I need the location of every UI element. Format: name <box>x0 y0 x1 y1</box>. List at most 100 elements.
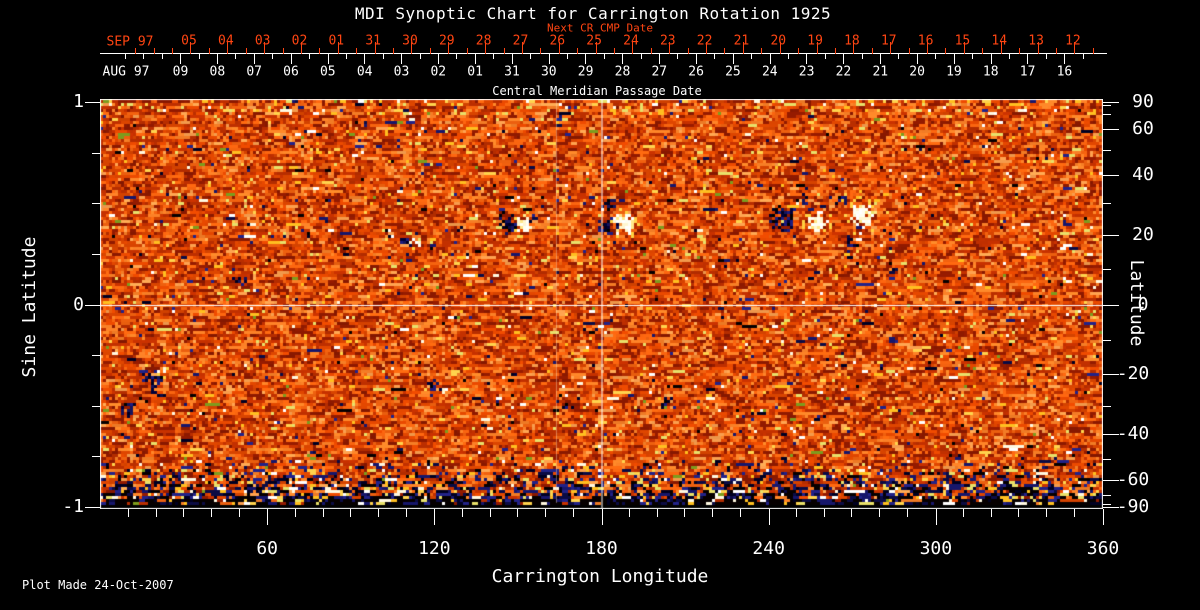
next-cr-date-tick <box>816 42 818 54</box>
cmp-date-tick <box>806 54 808 64</box>
latitude-tick-label: 60 <box>1132 118 1154 140</box>
next-cr-date-tick <box>540 48 542 54</box>
cmp-date-tick <box>1082 54 1084 59</box>
next-cr-date-tick <box>521 42 523 54</box>
longitude-minor-tick <box>1074 509 1076 517</box>
cmp-date-label: 06 <box>283 64 299 80</box>
sine-latitude-minor-tick <box>92 456 100 458</box>
next-cr-date-tick <box>853 42 855 54</box>
cmp-date-label: 09 <box>172 64 189 80</box>
cmp-date-label: 19 <box>946 64 962 80</box>
cmp-date-tick <box>143 54 145 59</box>
cmp-date-tick <box>714 54 716 59</box>
cmp-date-label: 26 <box>688 64 704 80</box>
next-cr-date-label: 21 <box>733 33 750 49</box>
sine-latitude-tick-label: 0 <box>73 293 84 315</box>
next-cr-date-tick <box>963 42 965 54</box>
longitude-minor-tick <box>127 509 129 517</box>
next-cr-date-tick <box>485 42 487 54</box>
latitude-tick-label: 90 <box>1132 91 1154 113</box>
longitude-minor-tick <box>712 509 714 517</box>
next-cr-date-tick <box>1092 48 1094 54</box>
next-cr-date-label: 29 <box>438 33 455 49</box>
sine-latitude-minor-tick <box>92 152 100 154</box>
x-axis-title: Carrington Longitude <box>491 566 709 587</box>
longitude-minor-tick <box>879 509 881 517</box>
cmp-date-tick <box>824 54 826 59</box>
next-cr-date-tick <box>558 42 560 54</box>
longitude-minor-tick <box>851 509 853 517</box>
next-cr-date-tick <box>669 42 671 54</box>
next-cr-date-tick <box>1055 48 1057 54</box>
latitude-tick-label: 40 <box>1132 163 1154 185</box>
longitude-minor-tick <box>211 509 213 517</box>
next-cr-date-tick <box>945 48 947 54</box>
cmp-date-label: 30 <box>540 64 557 80</box>
next-cr-date-tick <box>577 48 579 54</box>
cmp-date-label: 07 <box>246 64 262 80</box>
cmp-date-tick <box>438 54 440 64</box>
cmp-date-tick <box>309 54 311 59</box>
cmp-date-tick <box>474 54 476 64</box>
cmp-date-tick <box>640 54 642 59</box>
longitude-minor-tick <box>656 509 658 517</box>
cmp-date-tick <box>916 54 918 64</box>
longitude-tick-label: 120 <box>418 538 451 559</box>
latitude-tick-label: -20 <box>1116 362 1150 384</box>
sine-latitude-minor-tick <box>92 253 100 255</box>
latitude-minor-tick <box>1103 405 1111 407</box>
cmp-date-tick <box>1064 54 1066 64</box>
next-cr-date-tick <box>245 48 247 54</box>
next-cr-date-tick <box>282 48 284 54</box>
sine-latitude-minor-tick <box>92 203 100 205</box>
latitude-major-tick <box>1103 434 1119 436</box>
cmp-date-tick <box>861 54 863 59</box>
cmp-date-tick <box>530 54 532 59</box>
next-cr-date-label: 04 <box>218 33 234 49</box>
latitude-minor-tick <box>1103 503 1111 505</box>
cmp-date-label: 03 <box>393 64 410 80</box>
cmp-date-tick <box>953 54 955 64</box>
next-cr-date-label: 31 <box>365 33 381 49</box>
latitude-minor-tick <box>1103 203 1111 205</box>
cmp-date-label: 29 <box>577 64 594 80</box>
longitude-minor-tick <box>155 509 157 517</box>
next-cr-date-tick <box>724 48 726 54</box>
next-cr-date-label: 01 <box>328 33 345 49</box>
sine-latitude-minor-tick <box>92 355 100 357</box>
cmp-date-label: 16 <box>1056 64 1073 80</box>
next-cr-date-tick <box>1074 42 1076 54</box>
cmp-date-tick <box>769 54 771 64</box>
cmp-date-tick <box>603 54 605 59</box>
next-cr-date-tick <box>890 42 892 54</box>
next-cr-date-tick <box>613 48 615 54</box>
next-cr-date-tick <box>650 48 652 54</box>
next-cr-date-tick <box>135 48 137 54</box>
cmp-date-tick <box>272 54 274 59</box>
cmp-date-tick <box>456 54 458 59</box>
next-cr-date-tick <box>264 42 266 54</box>
cmp-date-tick <box>493 54 495 59</box>
next-cr-date-tick <box>706 42 708 54</box>
next-cr-date-label: 28 <box>475 33 492 49</box>
next-cr-date-tick <box>208 48 210 54</box>
cmp-date-label: 21 <box>872 64 889 80</box>
cmp-date-tick <box>659 54 661 64</box>
next-cr-date-tick <box>374 42 376 54</box>
longitude-major-tick <box>768 509 770 525</box>
white-month-label: AUG 97 <box>102 64 150 80</box>
latitude-major-tick <box>1103 304 1119 306</box>
cmp-date-tick <box>419 54 421 59</box>
next-cr-date-tick <box>190 42 192 54</box>
longitude-minor-tick <box>378 509 380 517</box>
latitude-tick-label: 20 <box>1132 224 1154 246</box>
longitude-tick-label: 180 <box>585 538 618 559</box>
cmp-date-tick <box>622 54 624 64</box>
latitude-minor-tick <box>1103 494 1111 496</box>
next-cr-date-tick <box>908 48 910 54</box>
cmp-date-tick <box>161 54 163 59</box>
cmp-date-tick <box>972 54 974 59</box>
sine-latitude-minor-tick <box>92 405 100 407</box>
cmp-date-label: 04 <box>356 64 373 80</box>
cmp-date-label: 01 <box>467 64 483 80</box>
